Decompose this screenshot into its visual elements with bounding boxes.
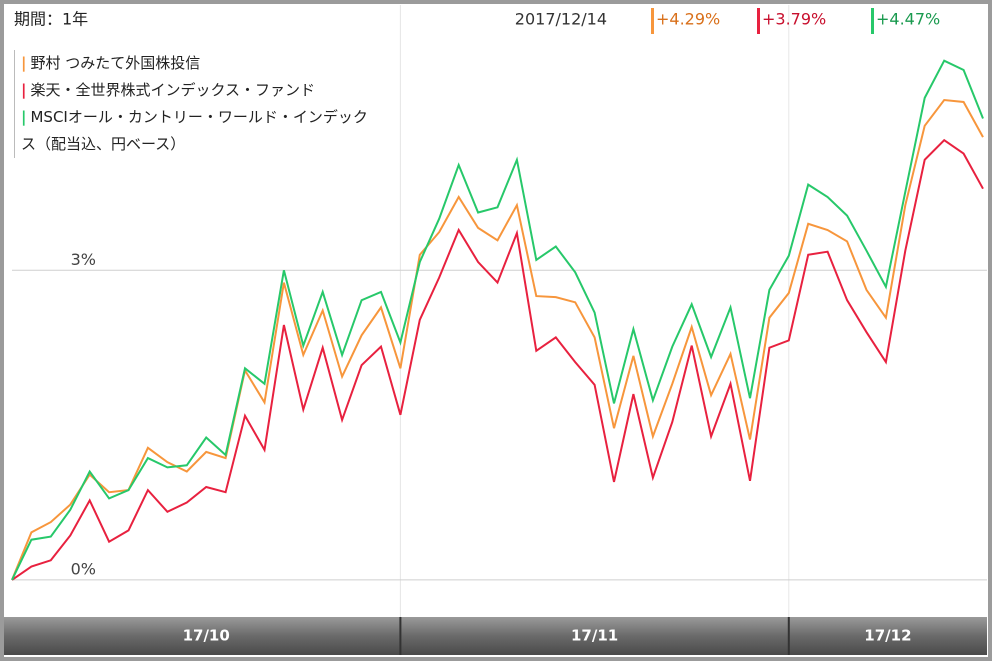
legend-label: 楽天・全世界株式インデックス・ファンド: [30, 81, 316, 99]
legend-label: MSCIオール・カントリー・ワールド・インデックス（配当込、円ベース）: [21, 108, 368, 153]
legend-label: 野村 つみたて外国株投信: [30, 54, 201, 72]
month-band: [400, 617, 789, 655]
series-line: [11, 59, 984, 581]
legend: | 野村 つみたて外国株投信 | 楽天・全世界株式インデックス・ファンド | MSCIオー…: [14, 50, 371, 158]
latest-value: +4.47%: [876, 10, 940, 29]
period: 期間：1年: [14, 10, 88, 29]
legend-swatch: [871, 8, 874, 34]
series-line: [11, 138, 984, 581]
month-band: [788, 617, 987, 655]
legend-item: | 野村 つみたて外国株投信: [21, 50, 371, 77]
series-line: [11, 98, 984, 581]
legend-swatch: [651, 8, 654, 34]
month-band: [4, 617, 401, 655]
month-label: 17/11: [571, 627, 618, 645]
legend-swatch: |: [21, 81, 27, 99]
latest-value: +4.29%: [656, 10, 720, 29]
month-label: 17/12: [864, 627, 911, 645]
y-tick-label: 3%: [71, 250, 96, 269]
legend-item: | 楽天・全世界株式インデックス・ファンド: [21, 77, 371, 104]
date: 2017/12/14: [515, 10, 607, 29]
legend-swatch: [757, 8, 760, 34]
legend-swatch: |: [21, 108, 27, 126]
y-tick-label: 0%: [71, 559, 96, 578]
legend-item: | MSCIオール・カントリー・ワールド・インデックス（配当込、円ベース）: [21, 104, 371, 158]
latest-value: +3.79%: [762, 10, 826, 29]
legend-swatch: |: [21, 54, 27, 72]
month-label: 17/10: [183, 627, 230, 645]
